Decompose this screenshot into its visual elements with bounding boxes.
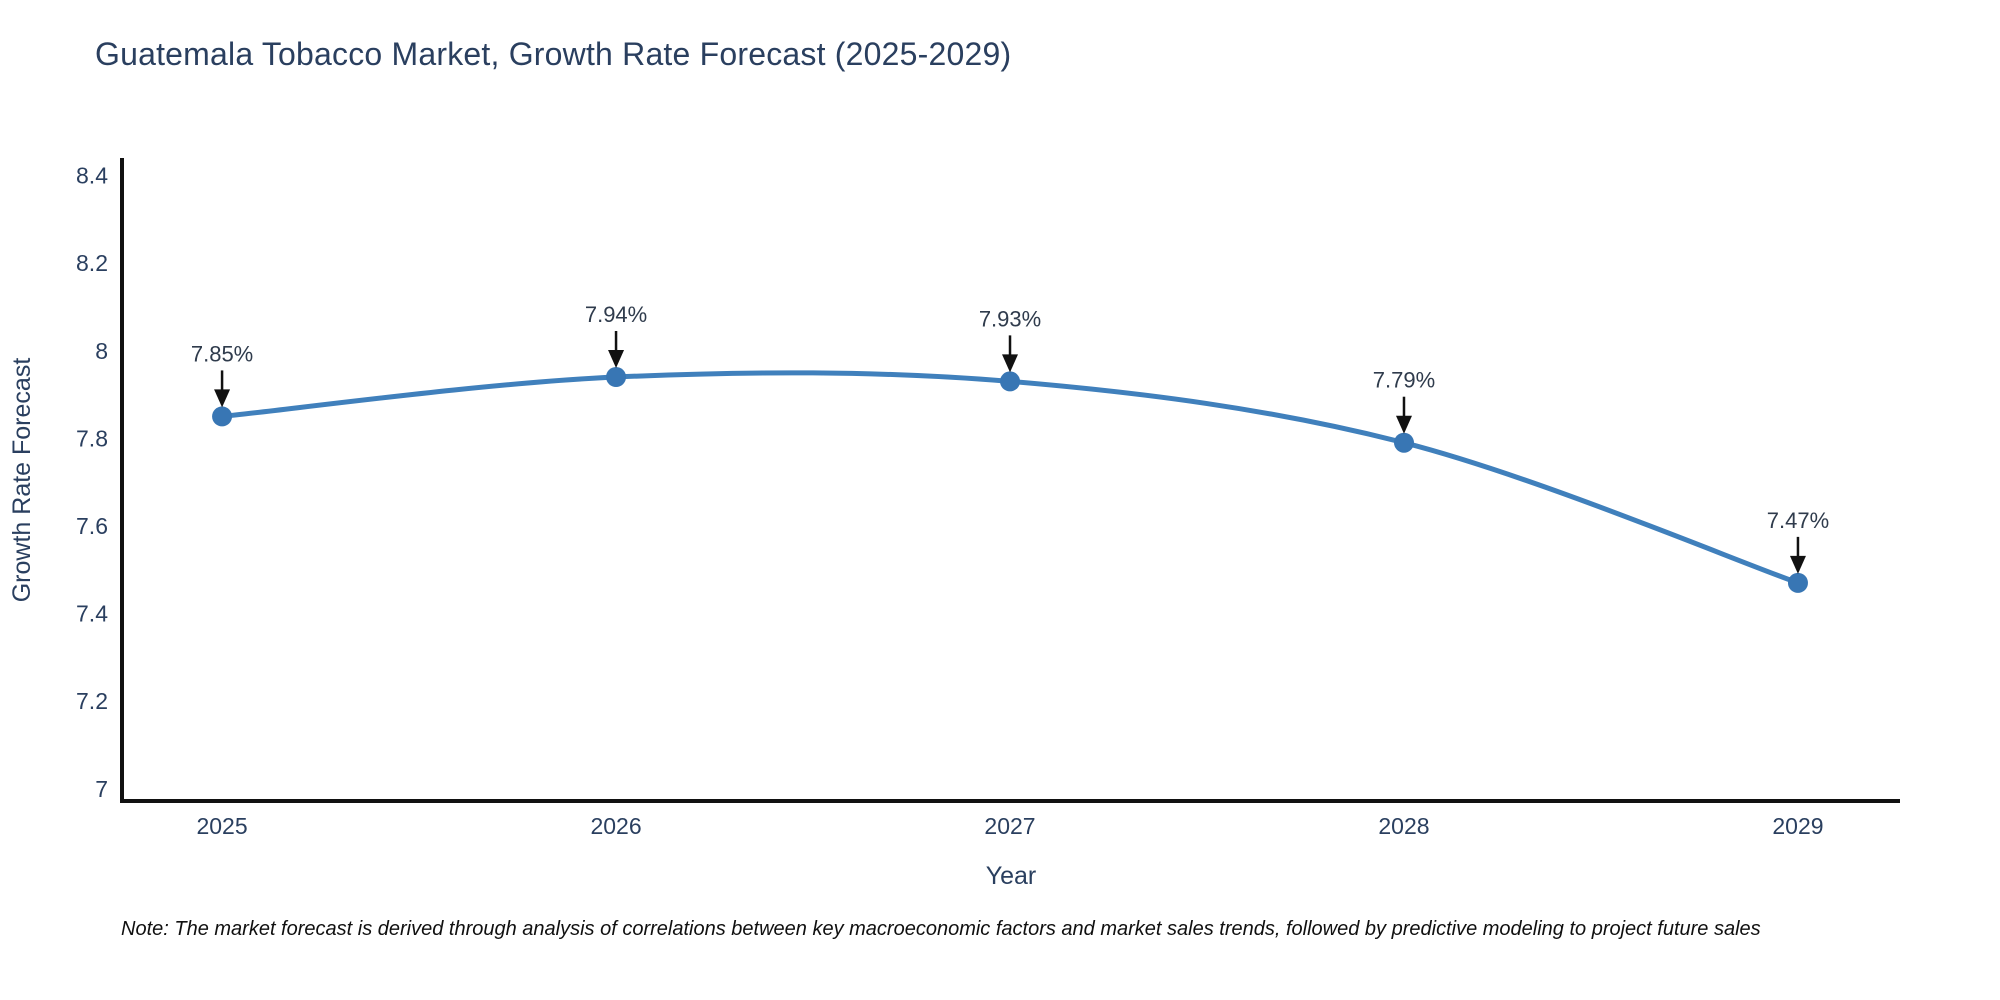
annotation-label: 7.47% <box>1767 508 1829 533</box>
x-axis-title: Year <box>986 862 1037 890</box>
data-point-marker <box>1000 371 1021 392</box>
annotation-arrowhead <box>1789 555 1806 574</box>
plot-generated: 7 7.2 7.4 7.6 7.8 8 8.2 8.4 2025 2026 2027 2028 2029… <box>76 158 1900 839</box>
x-tick-label: 2025 <box>196 813 247 839</box>
annotation-label: 7.93% <box>979 306 1041 331</box>
annotation-arrowhead <box>608 350 625 369</box>
chart-title: Guatemala Tobacco Market, Growth Rate Fo… <box>95 36 1012 72</box>
x-tick-label: 2028 <box>1378 813 1429 839</box>
annotation-label: 7.79% <box>1373 368 1435 393</box>
y-tick-label: 8.4 <box>76 163 108 189</box>
data-point-marker <box>606 367 627 388</box>
data-point-marker <box>1393 432 1414 453</box>
y-tick-label: 8 <box>95 338 108 364</box>
x-tick-label: 2026 <box>590 813 641 839</box>
annotation-label: 7.94% <box>585 302 647 327</box>
y-tick-label: 7.6 <box>76 513 108 539</box>
y-tick-label: 7 <box>95 776 108 802</box>
series-line <box>219 370 1801 586</box>
y-tick-label: 7.2 <box>76 688 108 714</box>
x-tick-label: 2029 <box>1772 813 1823 839</box>
y-tick-label: 7.4 <box>76 601 108 627</box>
data-point-marker <box>1787 572 1808 593</box>
y-tick-label: 7.8 <box>76 425 108 451</box>
data-point-marker <box>212 406 233 427</box>
annotation-arrowhead <box>1002 354 1019 373</box>
annotation-label: 7.85% <box>191 341 253 366</box>
note-text: Note: The market forecast is derived thr… <box>121 918 1761 940</box>
annotation-arrowhead <box>1395 415 1412 434</box>
x-tick-label: 2027 <box>984 813 1035 839</box>
y-axis-title: Growth Rate Forecast <box>8 358 36 603</box>
annotation-arrowhead <box>214 389 231 408</box>
y-tick-label: 8.2 <box>76 250 108 276</box>
